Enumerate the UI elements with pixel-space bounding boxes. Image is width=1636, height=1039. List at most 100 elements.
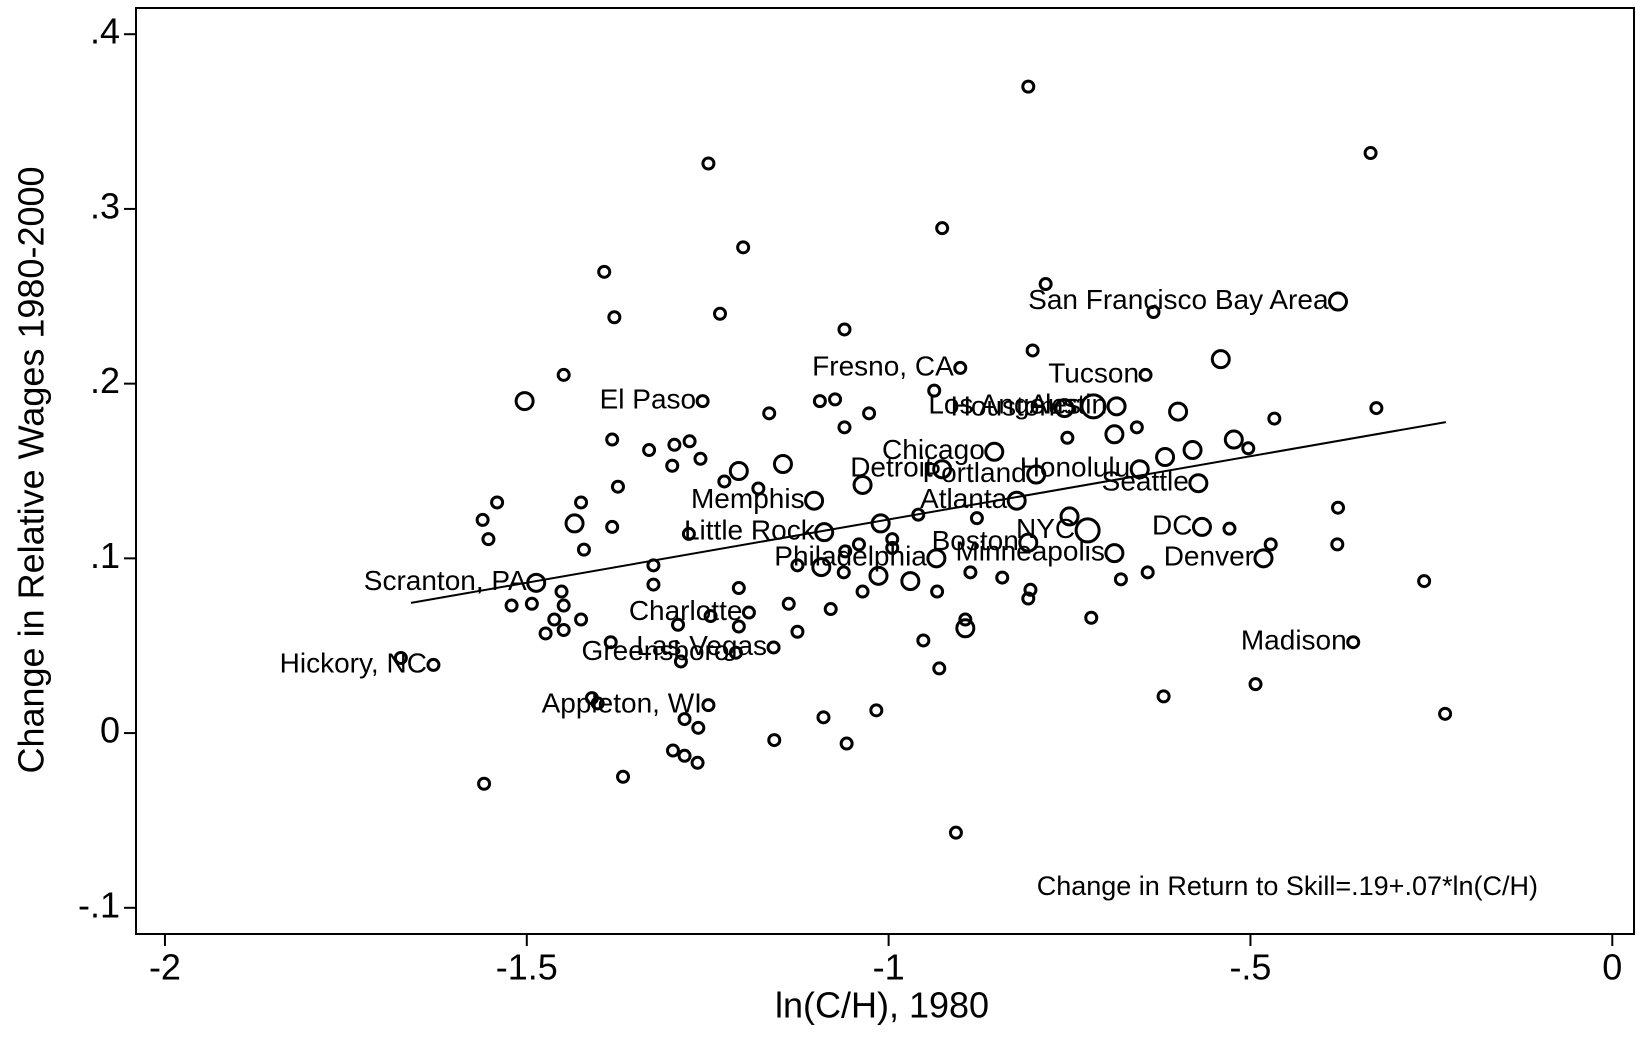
point [1080,393,1107,420]
point [677,712,692,727]
point [671,617,686,632]
point [538,626,553,641]
point [1059,506,1080,527]
point [811,557,832,578]
point [741,605,756,620]
fit-line [410,421,1447,604]
point [1104,543,1125,564]
point [1106,396,1127,417]
point [1038,277,1053,292]
point [927,383,942,398]
x-tick-label: -1 [873,947,905,988]
point [1438,706,1453,721]
point [766,640,781,655]
point [514,391,535,412]
point [524,596,539,611]
point [1026,464,1047,485]
point-label: San Francisco Bay Area [1028,284,1329,315]
point [1140,565,1155,580]
point [837,420,852,435]
point [681,526,696,541]
point [574,612,589,627]
point [995,570,1010,585]
annotation: Change in Return to Skill=.19+.07*ln(C/H… [1037,871,1538,901]
point [885,540,900,555]
point [1146,305,1161,320]
point [477,776,492,791]
y-tick-label: .4 [90,11,120,52]
point [926,548,947,569]
point [1182,440,1203,461]
point [731,619,746,634]
plot-frame [135,7,1635,935]
point [701,698,716,713]
point-label: El Paso [600,384,697,415]
point [1129,459,1150,480]
point [1263,537,1278,552]
point [767,733,782,748]
point [475,512,490,527]
point [1222,521,1237,536]
point [605,519,620,534]
point-label: DC [1152,509,1192,540]
point [852,474,873,495]
point [610,479,625,494]
point [646,577,661,592]
point [1223,429,1244,450]
point-label: Charlotte [629,595,743,626]
point [605,432,620,447]
point [1241,441,1256,456]
point [701,156,716,171]
x-tick-label: 0 [1602,947,1622,988]
point [1023,582,1038,597]
point [1060,430,1075,445]
point-label: Las Vegas [636,630,767,661]
point [916,633,931,648]
y-tick-label: 0 [100,710,120,751]
point-label: Denver [1164,541,1254,572]
point [1018,532,1039,553]
point [1025,343,1040,358]
point [564,513,585,534]
point [673,654,688,669]
point [1129,420,1144,435]
point [1021,591,1036,606]
point [790,558,805,573]
point [862,406,877,421]
point [1330,537,1345,552]
point [1168,401,1189,422]
point [576,542,591,557]
point [816,710,831,725]
point [1210,349,1231,370]
point [781,596,796,611]
point-label: Atlanta [920,483,1008,514]
point-label: Portland [922,457,1026,488]
point [932,459,953,480]
point-label: Boston [932,525,1019,556]
point-label: Detroit [850,452,933,483]
point-label: Tucson [1048,357,1139,388]
point [930,584,945,599]
point [1155,447,1176,468]
point [556,367,571,382]
point [693,451,708,466]
y-tick-label: .1 [90,535,120,576]
point [762,406,777,421]
point [839,736,854,751]
x-tick-label: -.5 [1229,947,1271,988]
point [868,565,889,586]
point [1248,677,1263,692]
point [828,392,843,407]
point [870,513,891,534]
point [616,769,631,784]
point [667,437,682,452]
point [963,565,978,580]
point [504,598,519,613]
point [695,394,710,409]
point [690,755,705,770]
point [547,612,562,627]
point [1021,79,1036,94]
point [1006,490,1027,511]
point-label: NYC [1016,513,1075,544]
